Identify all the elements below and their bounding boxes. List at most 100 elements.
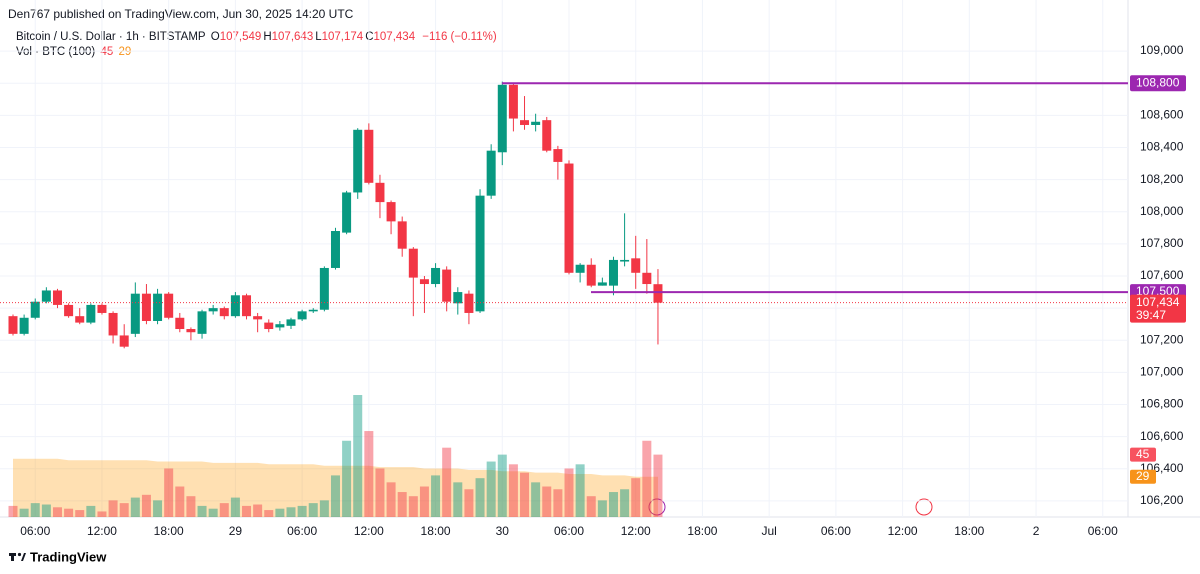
- volume-bar: [319, 500, 329, 517]
- volume-bar: [308, 503, 318, 517]
- candle-body: [564, 163, 574, 273]
- volume-bar: [631, 478, 641, 517]
- x-tick-label: 12:00: [888, 524, 918, 538]
- volume-bar: [520, 472, 530, 517]
- volume-axis-label: 29: [1136, 469, 1150, 483]
- candle-body: [30, 301, 40, 318]
- candle-body: [242, 295, 252, 317]
- candle-body: [108, 312, 118, 336]
- candle-body: [64, 304, 74, 317]
- x-tick-label: 06:00: [287, 524, 317, 538]
- volume-bar: [197, 505, 207, 517]
- ohlc-key: O: [210, 31, 220, 43]
- volume-bar: [108, 500, 118, 517]
- candle-body: [41, 290, 51, 302]
- logo: [9, 552, 26, 561]
- volume-bar: [486, 461, 496, 517]
- volume-bar: [531, 482, 541, 517]
- volume-bar: [19, 508, 29, 517]
- change: −116 (−0.11%): [422, 31, 497, 43]
- candle-body: [19, 317, 29, 334]
- ohlc-key: C: [365, 31, 374, 43]
- candle-body: [286, 319, 296, 326]
- y-tick-label: 107,800: [1140, 236, 1184, 250]
- ohlc-value: 107,643: [271, 31, 314, 43]
- candle-body: [308, 309, 318, 312]
- volume-axis-box: [1130, 469, 1156, 484]
- y-tick-label: 108,200: [1140, 172, 1184, 186]
- volume-bar: [353, 395, 363, 517]
- y-tick-label: 108,600: [1140, 108, 1184, 122]
- volume-bar: [119, 503, 129, 517]
- candle-body: [253, 316, 263, 320]
- candle-body: [497, 84, 507, 153]
- volume-bar: [97, 511, 107, 517]
- candle-body: [642, 272, 652, 285]
- volume-bar: [175, 486, 185, 517]
- candle-body: [508, 84, 518, 119]
- volume-axis-box: [1130, 447, 1156, 462]
- volume-bar: [542, 486, 552, 517]
- x-tick-label: 06:00: [554, 524, 584, 538]
- volume-bar: [141, 494, 151, 517]
- volume-bar: [264, 510, 274, 517]
- candle-body: [608, 259, 618, 286]
- countdown-label: 39:47: [1136, 308, 1166, 322]
- ohlc-key: H: [263, 31, 272, 43]
- caption: Den767 published on TradingView.com, Jun…: [8, 7, 354, 21]
- x-tick-label: Jul: [761, 524, 776, 538]
- candle-body: [141, 293, 151, 321]
- candle-body: [364, 129, 374, 183]
- candle-body: [52, 290, 62, 305]
- volume-title: Vol · BTC (100): [16, 46, 96, 58]
- volume-bar: [219, 503, 229, 517]
- y-tick-label: 107,600: [1140, 268, 1184, 282]
- symbol: Bitcoin / U.S. Dollar · 1h · BITSTAMP: [16, 31, 206, 43]
- volume-bar: [242, 505, 252, 517]
- candle-body: [153, 293, 163, 321]
- volume-bar: [52, 507, 62, 517]
- level-label: 108,800: [1136, 75, 1180, 89]
- volume-bar: [419, 486, 429, 517]
- volume-bar: [364, 431, 374, 517]
- x-tick-label: 12:00: [87, 524, 117, 538]
- volume-bar: [431, 475, 441, 517]
- volume-bar: [442, 447, 452, 517]
- volume-bar: [230, 497, 240, 517]
- y-tick-label: 107,000: [1140, 365, 1184, 379]
- volume-bar: [153, 500, 163, 517]
- volume: [8, 395, 663, 517]
- candle-body: [219, 308, 229, 317]
- x-tick-label: 18:00: [154, 524, 184, 538]
- volume-bar: [286, 507, 296, 517]
- volume-bar: [597, 500, 607, 517]
- grid: [0, 0, 1128, 517]
- volume-bar: [408, 496, 418, 517]
- x-tick-label: 30: [496, 524, 510, 538]
- ohlc-value: 107,434: [373, 31, 416, 43]
- candle-body: [597, 282, 607, 286]
- candle-body: [575, 264, 585, 273]
- volume-bar: [386, 482, 396, 517]
- volume-bar: [497, 454, 507, 517]
- x-tick-label: 06:00: [1088, 524, 1118, 538]
- last-price-label: 107,434: [1136, 295, 1180, 309]
- candle-body: [553, 149, 563, 162]
- candle-body: [520, 120, 530, 125]
- candle-body: [653, 284, 663, 303]
- volume-bar: [64, 508, 74, 517]
- candle-body: [486, 150, 496, 196]
- volume-bar: [508, 464, 518, 517]
- volume-bar: [297, 505, 307, 517]
- ohlc-value: 107,549: [219, 31, 262, 43]
- x-tick-label: 12:00: [621, 524, 651, 538]
- candle-body: [297, 311, 307, 320]
- candle-body: [386, 202, 396, 222]
- volume-last: 45: [100, 46, 114, 58]
- y-tick-label: 107,200: [1140, 332, 1184, 346]
- candle-body: [408, 248, 418, 278]
- ohlc-value: 107,174: [321, 31, 364, 43]
- y-tick-label: 106,200: [1140, 493, 1184, 507]
- volume-bar: [586, 496, 596, 517]
